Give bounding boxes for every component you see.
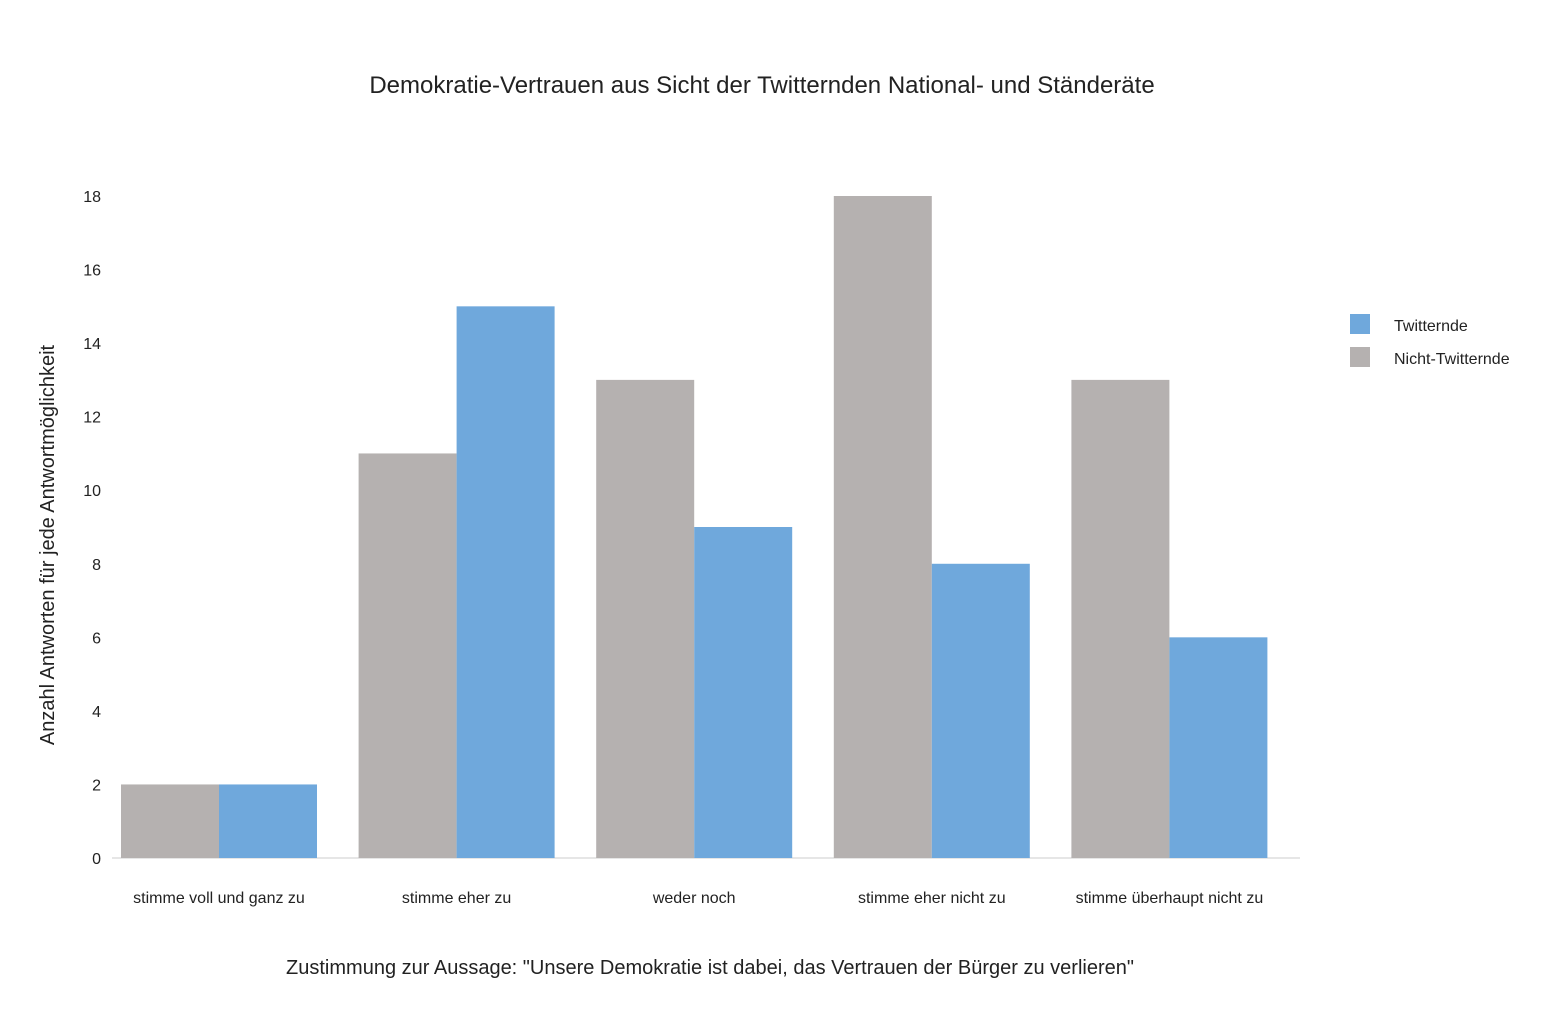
bar-twitternde — [1169, 637, 1268, 858]
x-axis-label: Zustimmung zur Aussage: "Unsere Demokrat… — [286, 957, 1134, 979]
x-axis-categories: stimme voll und ganz zu stimme eher zu wed… — [133, 890, 1263, 907]
bar-twitternde — [931, 563, 1030, 858]
x-category-label: weder noch — [652, 890, 736, 907]
legend-label-twitternde: Twitternde — [1394, 318, 1468, 335]
bar-twitternde — [219, 784, 317, 858]
y-tick-label: 4 — [92, 704, 101, 721]
y-tick-label: 10 — [83, 483, 101, 500]
y-tick-label: 2 — [92, 777, 101, 794]
legend-swatch-twitternde — [1350, 314, 1370, 334]
y-tick-label: 14 — [83, 336, 101, 353]
legend-label-nicht-twitternde: Nicht-Twitternde — [1394, 351, 1510, 368]
y-tick-label: 8 — [92, 557, 101, 574]
bars-group — [121, 196, 1268, 858]
y-tick-label: 6 — [92, 630, 101, 647]
legend-swatch-nicht-twitternde — [1350, 347, 1370, 367]
y-tick-label: 18 — [83, 189, 101, 206]
y-tick-label: 12 — [83, 410, 101, 427]
y-axis-label: Anzahl Antworten für jede Antwortmöglich… — [37, 344, 59, 745]
bar-twitternde — [694, 527, 793, 858]
bar-twitternde — [456, 306, 555, 858]
x-category-label: stimme eher nicht zu — [858, 890, 1006, 907]
bar-nicht-twitternde — [358, 453, 457, 858]
x-category-label: stimme überhaupt nicht zu — [1076, 890, 1264, 907]
legend: Twitternde Nicht-Twitternde — [1350, 314, 1510, 368]
bar-nicht-twitternde — [1071, 379, 1170, 858]
chart-title: Demokratie-Vertrauen aus Sicht der Twitt… — [369, 72, 1154, 99]
bar-nicht-twitternde — [596, 379, 695, 858]
x-category-label: stimme voll und ganz zu — [133, 890, 305, 907]
y-axis-ticks: 0 2 4 6 8 10 12 14 16 18 — [83, 189, 101, 868]
y-tick-label: 0 — [92, 851, 101, 868]
x-category-label: stimme eher zu — [402, 890, 511, 907]
bar-nicht-twitternde — [833, 196, 932, 858]
y-tick-label: 16 — [83, 263, 101, 280]
bar-nicht-twitternde — [121, 784, 219, 858]
